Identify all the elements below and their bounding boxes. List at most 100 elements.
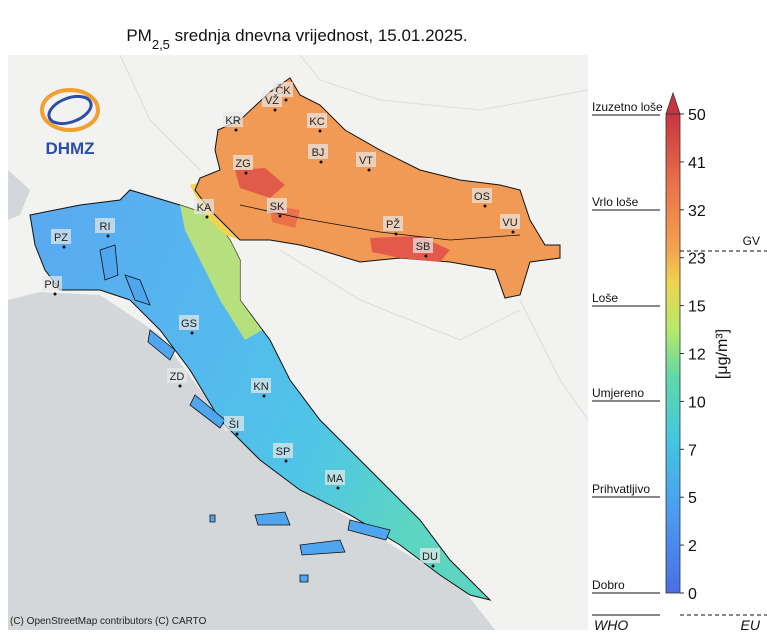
- logo: DHMZ: [40, 88, 100, 158]
- colorbar-tick-label: 41: [688, 155, 706, 172]
- legend: 50 41 32 23 15 12 10 7 5 2 0 [μg/m³] Izuzetno loše…: [592, 91, 767, 633]
- city-label: VT: [359, 155, 373, 167]
- borders: [119, 54, 589, 421]
- colorbar-unit: [μg/m³]: [714, 329, 731, 379]
- category-label: Prihvatljivo: [592, 482, 650, 496]
- who-label: WHO: [594, 617, 628, 633]
- city-label: PZ: [54, 232, 68, 244]
- city-label: VŽ: [265, 94, 279, 107]
- high-zone: [180, 205, 262, 340]
- river: [239, 204, 521, 241]
- hotspot: [235, 168, 285, 198]
- islands: [99, 244, 391, 583]
- city-label-bg: [472, 188, 492, 203]
- city-label-bg: [273, 443, 293, 458]
- continental-region: [194, 77, 561, 299]
- attribution: (C) OpenStreetMap contributors (C) CARTO: [10, 616, 207, 627]
- city-label-bg: [267, 198, 287, 213]
- city-label: KC: [309, 116, 324, 128]
- category-label: Izuzetno loše: [592, 100, 663, 114]
- colorbar-extension: [665, 91, 681, 115]
- city-label-bg: [308, 144, 328, 159]
- city-dot: [262, 394, 266, 398]
- city-label: PŽ: [386, 218, 400, 231]
- city-label-bg: [95, 218, 115, 233]
- city-label: GS: [181, 318, 197, 330]
- city-label-bg: [179, 315, 199, 330]
- city-dot: [284, 459, 288, 463]
- city-dot: [483, 204, 487, 208]
- city-label-bg: [356, 152, 376, 167]
- category-label: Loše: [592, 291, 618, 305]
- city-label-bg: [251, 378, 271, 393]
- city-label-bg: [325, 470, 345, 485]
- city-dot: [424, 254, 428, 258]
- title-rest: srednja dnevna vrijednost, 15.01.2025.: [170, 26, 468, 45]
- city-label-bg: [42, 276, 62, 291]
- city-label: RI: [100, 221, 111, 233]
- city-dot: [278, 214, 282, 218]
- city-label-bg: [51, 229, 71, 244]
- city-label: SK: [270, 201, 285, 213]
- city-label-bg: [233, 155, 253, 170]
- colorbar-tick-label: 2: [688, 538, 697, 555]
- logo-swirl: [47, 94, 93, 126]
- city-label-bg: [223, 112, 243, 127]
- city-dot: [284, 98, 288, 102]
- city-dot: [234, 128, 238, 132]
- categories: Izuzetno loše Vrlo loše Loše Umjereno Prihva…: [592, 100, 663, 594]
- city-dot: [273, 108, 277, 112]
- logo-swirl: [40, 88, 100, 132]
- city-dot: [319, 160, 323, 164]
- title-main: PM: [126, 26, 152, 45]
- city-label-bg: [167, 368, 187, 383]
- category-label: Dobro: [592, 578, 625, 592]
- city-dot: [106, 234, 110, 238]
- city-dot: [190, 331, 194, 335]
- city-label: SP: [276, 446, 291, 458]
- city-dot: [62, 245, 66, 249]
- sea: [8, 170, 30, 220]
- colorbar-tick-label: 50: [688, 107, 706, 124]
- city-label-bg: [420, 548, 440, 563]
- city-label: DU: [422, 551, 438, 563]
- city-dot: [205, 215, 209, 219]
- title-sub: 2,5: [152, 37, 170, 52]
- city-label-bg: [413, 238, 433, 253]
- city-label: SB: [416, 241, 431, 253]
- title: PM2,5 srednja dnevna vrijednost, 15.01.2…: [126, 26, 467, 52]
- colorbar-tick-label: 0: [688, 586, 697, 603]
- city-dot: [336, 486, 340, 490]
- city-dot: [318, 129, 322, 133]
- city-label-bg: [194, 199, 214, 214]
- colorbar-tick-label: 23: [688, 251, 706, 268]
- city-label-bg: [262, 92, 282, 107]
- city-label: PU: [44, 279, 59, 291]
- city-label-bg: [224, 416, 244, 431]
- colorbar-tick-label: 7: [688, 442, 697, 459]
- city-dot: [394, 232, 398, 236]
- city-dot: [511, 230, 515, 234]
- city-label: BJ: [312, 147, 325, 159]
- colorbar-ticks: 50 41 32 23 15 12 10 7 5 2 0: [680, 107, 706, 603]
- city-label: MA: [327, 473, 344, 485]
- city-dot: [431, 564, 435, 568]
- sea: [8, 292, 495, 630]
- category-label: Umjereno: [592, 386, 644, 400]
- city-label: OS: [474, 191, 490, 203]
- city-dot: [53, 292, 57, 296]
- eu-label: EU: [741, 617, 761, 633]
- city-label: ŠI: [229, 418, 239, 431]
- city-label: ZD: [170, 371, 185, 383]
- city-label: KR: [225, 115, 240, 127]
- city-label-bg: [500, 214, 520, 229]
- city-label: KN: [253, 381, 268, 393]
- city-label: ZG: [235, 158, 250, 170]
- city-label-bg: [383, 216, 403, 231]
- city-dot: [367, 168, 371, 172]
- colorbar-tick-label: 32: [688, 203, 706, 220]
- city-dot: [244, 171, 248, 175]
